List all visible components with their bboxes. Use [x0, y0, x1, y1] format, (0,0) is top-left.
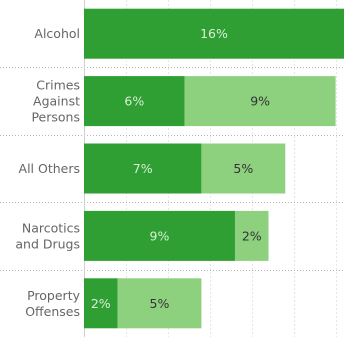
value-label-3-1: 2%	[242, 228, 262, 243]
row-separators	[0, 67, 344, 271]
bar-segment-0-0	[84, 8, 344, 59]
bar-segment-3-1	[234, 210, 269, 261]
bar-segment-1-0	[84, 76, 185, 127]
value-label-2-1: 5%	[233, 161, 253, 176]
category-label-1-0: Crimes	[36, 78, 80, 93]
value-label-2-0: 7%	[133, 161, 153, 176]
bar-segment-4-1	[117, 278, 202, 329]
value-label-1-1: 9%	[250, 94, 270, 109]
category-label-3-0: Narcotics	[22, 220, 80, 235]
value-label-4-0: 2%	[91, 296, 111, 311]
category-label-4-0: Property	[27, 288, 80, 303]
bar-row-2: All Others 7% 5%	[19, 143, 286, 194]
category-label-1-1: Against	[33, 94, 80, 109]
category-label-4-1: Offenses	[25, 304, 80, 319]
bar-segment-4-0	[84, 278, 118, 329]
value-label-4-1: 5%	[150, 296, 170, 311]
bar-segment-3-0	[84, 210, 235, 261]
bar-segment-1-1	[184, 76, 336, 127]
category-label-0-0: Alcohol	[34, 26, 80, 41]
value-label-0-0: 16%	[200, 26, 228, 41]
category-label-2-0: All Others	[19, 161, 80, 176]
bar-segment-2-1	[201, 143, 286, 194]
bar-segment-2-0	[84, 143, 202, 194]
category-label-1-2: Persons	[31, 110, 80, 125]
value-label-3-0: 9%	[150, 228, 170, 243]
category-label-3-1: and Drugs	[15, 236, 80, 251]
bar-row-0: Alcohol 16%	[34, 8, 344, 59]
value-label-1-0: 6%	[124, 94, 144, 109]
